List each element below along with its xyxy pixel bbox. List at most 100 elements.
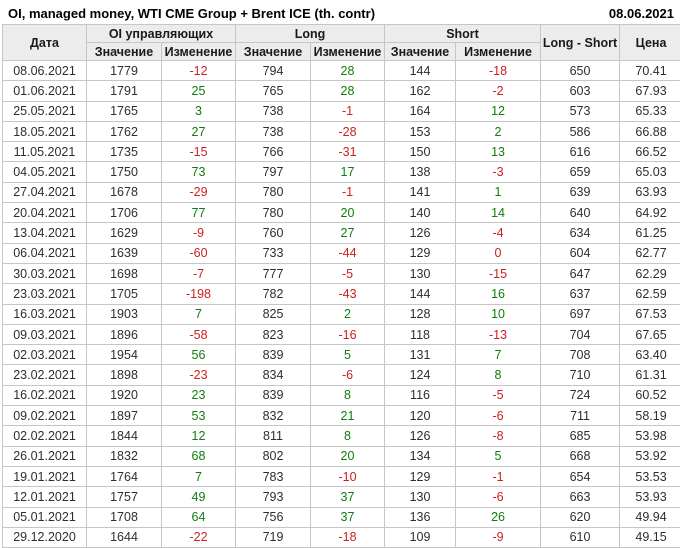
date-cell: 12.01.2021 [2,486,87,508]
oi-change-cell: -58 [161,323,236,346]
long-change-cell: 20 [309,202,386,224]
column-header-long-short: Long - Short [540,24,621,61]
oi-value-cell: 1762 [86,120,162,143]
long-change-cell: -16 [309,323,386,346]
short-change-cell: 13 [455,141,542,163]
table-row: 25.05.2021 1765 3 738 -1 164 12 573 65.33 [2,100,680,122]
long-short-cell: 637 [540,283,621,305]
oi-change-cell: 53 [161,405,236,427]
short-change-cell: -9 [455,526,542,548]
long-value-cell: 834 [235,364,311,386]
long-short-cell: 654 [540,465,621,488]
oi-change-cell: 3 [161,100,236,122]
short-change-cell: 12 [455,100,542,122]
long-short-cell: 711 [540,405,621,427]
long-short-cell: 634 [540,222,621,244]
long-value-cell: 793 [235,486,311,508]
oi-change-cell: -60 [161,242,236,264]
short-change-cell: -18 [455,59,542,82]
oi-change-cell: -23 [161,364,236,386]
short-change-cell: -6 [455,486,542,508]
table-row: 16.02.2021 1920 23 839 8 116 -5 724 60.52 [2,384,680,407]
long-change-cell: -18 [309,526,386,548]
short-value-cell: 144 [384,59,457,82]
price-cell: 66.52 [619,141,680,163]
long-change-cell: 28 [309,80,386,102]
long-value-cell: 756 [235,506,311,528]
oi-value-cell: 1757 [86,486,162,508]
long-change-cell: 2 [309,303,386,325]
short-value-cell: 129 [384,465,457,488]
long-change-cell: 8 [309,384,386,407]
table-row: 08.06.2021 1779 -12 794 28 144 -18 650 70.41 [2,59,680,82]
long-change-cell: -10 [309,465,386,488]
long-value-cell: 782 [235,283,311,305]
oi-change-cell: 73 [161,161,236,183]
table-body: 08.06.2021 1779 -12 794 28 144 -18 650 70.41 01.0… [2,59,680,548]
date-cell: 01.06.2021 [2,80,87,102]
short-change-cell: -3 [455,161,542,183]
oi-value-cell: 1629 [86,222,162,244]
short-value-cell: 116 [384,384,457,407]
oi-value-cell: 1678 [86,181,162,204]
oi-change-cell: 12 [161,425,236,447]
date-cell: 16.03.2021 [2,303,87,325]
price-cell: 67.93 [619,80,680,102]
oi-value-cell: 1764 [86,465,162,488]
table-row: 16.03.2021 1903 7 825 2 128 10 697 67.53 [2,303,680,325]
long-value-cell: 738 [235,120,311,143]
long-short-cell: 586 [540,120,621,143]
date-cell: 09.03.2021 [2,323,87,346]
price-cell: 65.03 [619,161,680,183]
long-value-cell: 823 [235,323,311,346]
oi-value-cell: 1898 [86,364,162,386]
short-value-cell: 153 [384,120,457,143]
long-change-cell: 21 [309,405,386,427]
long-short-cell: 704 [540,323,621,346]
oi-change-cell: -29 [161,181,236,204]
long-change-cell: 8 [309,425,386,447]
long-short-cell: 640 [540,202,621,224]
column-header-short-value: Значение [384,42,457,61]
column-group-short: Short [384,24,542,43]
oi-value-cell: 1832 [86,445,162,467]
price-cell: 70.41 [619,59,680,82]
price-cell: 66.88 [619,120,680,143]
oi-change-cell: 27 [161,120,236,143]
long-value-cell: 777 [235,262,311,285]
long-change-cell: 37 [309,506,386,528]
oi-change-cell: 56 [161,344,236,366]
table-row: 20.04.2021 1706 77 780 20 140 14 640 64.92 [2,202,680,224]
long-value-cell: 766 [235,141,311,163]
short-value-cell: 162 [384,80,457,102]
short-value-cell: 131 [384,344,457,366]
long-value-cell: 780 [235,181,311,204]
date-cell: 02.02.2021 [2,425,87,447]
oi-change-cell: 68 [161,445,236,467]
date-cell: 18.05.2021 [2,120,87,143]
oi-value-cell: 1644 [86,526,162,548]
long-value-cell: 738 [235,100,311,122]
short-change-cell: 7 [455,344,542,366]
long-short-cell: 710 [540,364,621,386]
oi-value-cell: 1750 [86,161,162,183]
short-value-cell: 109 [384,526,457,548]
table-row: 23.02.2021 1898 -23 834 -6 124 8 710 61.31 [2,364,680,386]
short-value-cell: 144 [384,283,457,305]
date-cell: 23.03.2021 [2,283,87,305]
long-short-cell: 724 [540,384,621,407]
long-change-cell: 20 [309,445,386,467]
long-value-cell: 765 [235,80,311,102]
column-header-date: Дата [2,24,87,61]
oi-change-cell: -22 [161,526,236,548]
table-row: 30.03.2021 1698 -7 777 -5 130 -15 647 62.29 [2,262,680,285]
long-value-cell: 839 [235,384,311,407]
short-change-cell: 8 [455,364,542,386]
long-short-cell: 639 [540,181,621,204]
date-cell: 04.05.2021 [2,161,87,183]
long-short-cell: 650 [540,59,621,82]
column-header-oi-change: Изменение [161,42,236,61]
table-row: 09.02.2021 1897 53 832 21 120 -6 711 58.19 [2,405,680,427]
oi-value-cell: 1779 [86,59,162,82]
short-value-cell: 129 [384,242,457,264]
